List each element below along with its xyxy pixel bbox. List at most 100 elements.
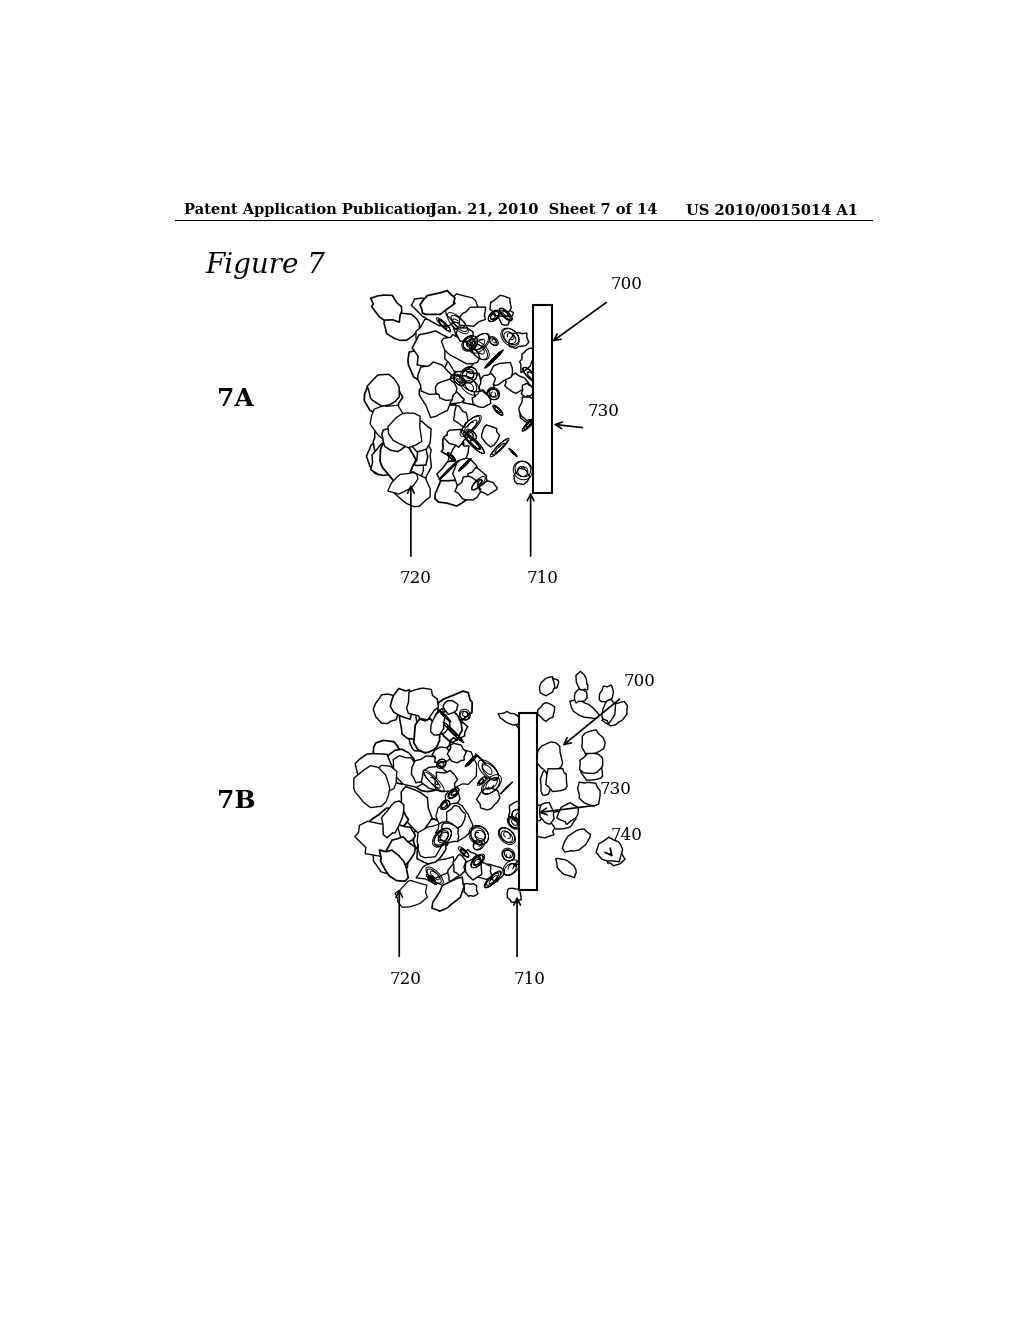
Polygon shape: [476, 788, 500, 810]
Polygon shape: [557, 803, 579, 825]
Polygon shape: [514, 469, 529, 484]
Polygon shape: [437, 714, 451, 734]
Polygon shape: [562, 829, 591, 853]
Polygon shape: [455, 477, 480, 500]
Polygon shape: [382, 426, 406, 451]
Polygon shape: [446, 805, 466, 829]
Polygon shape: [395, 880, 427, 907]
Polygon shape: [467, 467, 487, 488]
Polygon shape: [443, 429, 469, 447]
Polygon shape: [550, 768, 565, 787]
Polygon shape: [538, 702, 555, 721]
Polygon shape: [516, 717, 536, 731]
Polygon shape: [398, 429, 428, 466]
Polygon shape: [421, 766, 452, 791]
Polygon shape: [413, 331, 454, 368]
Polygon shape: [380, 440, 416, 480]
Polygon shape: [388, 436, 418, 473]
Polygon shape: [479, 374, 496, 393]
Polygon shape: [580, 762, 602, 780]
Text: 700: 700: [611, 276, 643, 293]
Polygon shape: [419, 371, 456, 417]
Polygon shape: [521, 383, 535, 397]
Polygon shape: [440, 824, 459, 843]
Polygon shape: [432, 747, 452, 763]
Polygon shape: [540, 803, 554, 824]
Polygon shape: [481, 425, 500, 447]
Polygon shape: [420, 290, 455, 314]
Polygon shape: [390, 689, 418, 719]
Polygon shape: [602, 700, 615, 723]
Polygon shape: [416, 318, 459, 358]
Text: 730: 730: [599, 780, 631, 797]
Polygon shape: [408, 348, 449, 389]
Polygon shape: [574, 689, 587, 704]
Polygon shape: [429, 379, 472, 404]
Polygon shape: [596, 837, 623, 862]
Polygon shape: [520, 401, 545, 422]
Text: 700: 700: [624, 673, 656, 689]
Polygon shape: [399, 706, 428, 742]
Polygon shape: [509, 333, 528, 348]
Polygon shape: [369, 766, 397, 793]
Polygon shape: [354, 821, 401, 857]
Polygon shape: [406, 421, 431, 451]
Polygon shape: [438, 719, 468, 743]
Polygon shape: [399, 787, 432, 833]
Text: 720: 720: [399, 570, 431, 587]
Text: 7A: 7A: [217, 387, 254, 411]
Polygon shape: [546, 768, 567, 792]
Polygon shape: [465, 855, 481, 880]
Polygon shape: [412, 756, 441, 783]
Polygon shape: [447, 743, 466, 763]
Polygon shape: [388, 473, 418, 494]
Polygon shape: [437, 710, 462, 742]
Polygon shape: [556, 858, 577, 878]
Polygon shape: [435, 379, 457, 400]
Polygon shape: [382, 750, 417, 784]
Polygon shape: [489, 296, 511, 317]
Polygon shape: [371, 296, 401, 322]
Polygon shape: [418, 362, 452, 395]
Polygon shape: [423, 722, 452, 751]
Polygon shape: [353, 766, 390, 808]
Polygon shape: [366, 808, 409, 834]
Polygon shape: [355, 754, 394, 783]
Polygon shape: [437, 459, 473, 495]
Polygon shape: [545, 812, 577, 829]
Polygon shape: [409, 445, 431, 490]
Polygon shape: [471, 861, 493, 879]
Polygon shape: [435, 706, 463, 730]
Polygon shape: [373, 741, 401, 770]
Polygon shape: [412, 771, 437, 792]
Polygon shape: [584, 751, 602, 770]
Polygon shape: [438, 692, 472, 722]
Polygon shape: [417, 825, 445, 858]
Polygon shape: [393, 755, 425, 787]
Polygon shape: [445, 791, 460, 807]
Polygon shape: [431, 709, 445, 735]
Polygon shape: [509, 801, 528, 821]
Polygon shape: [446, 302, 470, 329]
Polygon shape: [388, 413, 422, 447]
Polygon shape: [436, 821, 454, 838]
Polygon shape: [367, 440, 403, 475]
Text: 710: 710: [526, 570, 559, 587]
Polygon shape: [444, 294, 479, 325]
Polygon shape: [414, 718, 440, 752]
Text: Jan. 21, 2010  Sheet 7 of 14: Jan. 21, 2010 Sheet 7 of 14: [430, 203, 657, 216]
Polygon shape: [454, 405, 468, 428]
Polygon shape: [456, 327, 473, 342]
Text: 7B: 7B: [217, 789, 256, 813]
Polygon shape: [570, 700, 599, 718]
Polygon shape: [373, 429, 410, 467]
Text: Figure 7: Figure 7: [206, 252, 326, 280]
Polygon shape: [602, 701, 628, 726]
Bar: [519, 713, 538, 890]
Polygon shape: [435, 480, 471, 506]
Polygon shape: [460, 308, 485, 326]
Polygon shape: [397, 449, 424, 488]
Polygon shape: [489, 363, 512, 385]
Polygon shape: [365, 379, 402, 414]
Polygon shape: [438, 748, 476, 788]
